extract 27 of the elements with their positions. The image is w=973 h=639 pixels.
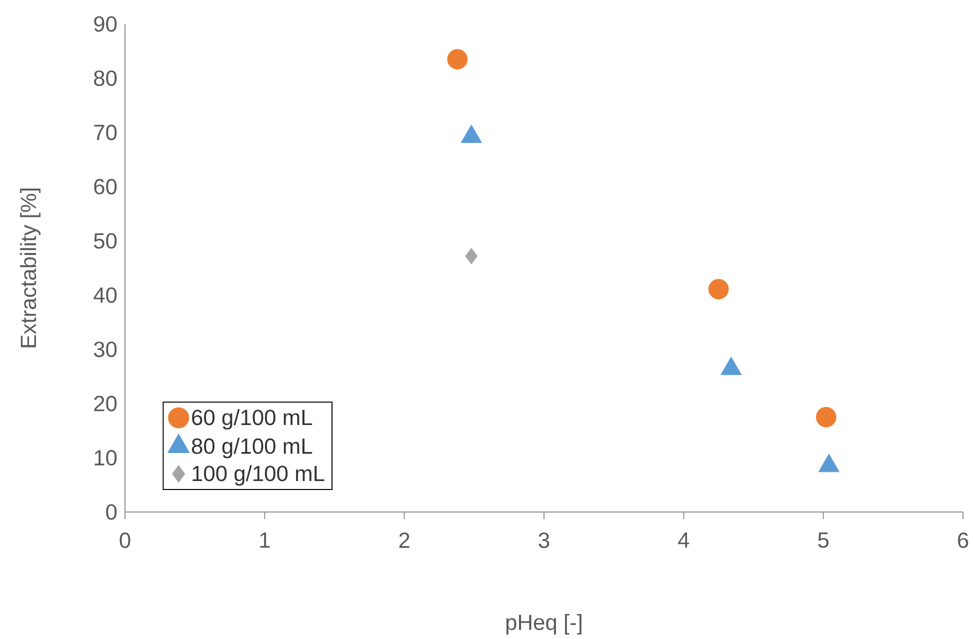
y-tick-label: 10 [94, 450, 117, 466]
point [708, 278, 729, 300]
y-tick-label: 60 [94, 178, 117, 194]
x-tick-label: 0 [120, 532, 130, 548]
y-tick-label: 30 [94, 342, 117, 358]
x-tick-label: 5 [818, 532, 829, 548]
y-tick-label: 40 [94, 287, 117, 303]
y-tick-label: 80 [94, 70, 117, 86]
point [447, 49, 468, 70]
point [818, 454, 840, 472]
x-tick-label: 1 [260, 532, 270, 548]
point [720, 356, 742, 376]
y-tick-label: 0 [106, 504, 117, 520]
x-tick-label: 4 [678, 532, 690, 548]
point [465, 248, 478, 264]
x-axis-title: pHeq [-] [506, 614, 582, 634]
legend-label: 60 g/100 mL [192, 409, 312, 430]
x-tick-label: 6 [958, 532, 968, 548]
y-tick-label: 90 [94, 16, 117, 32]
x-tick-label: 2 [399, 532, 410, 548]
legend-label: 80 g/100 mL [192, 438, 312, 458]
y-tick-label: 70 [94, 124, 117, 140]
y-axis-title: Extractability [%] [20, 188, 41, 348]
legend-label: 100 g/100 mL [192, 465, 324, 486]
x-tick-label: 3 [538, 532, 550, 548]
y-tick-label: 20 [94, 396, 117, 412]
y-tick-label: 50 [94, 233, 117, 249]
